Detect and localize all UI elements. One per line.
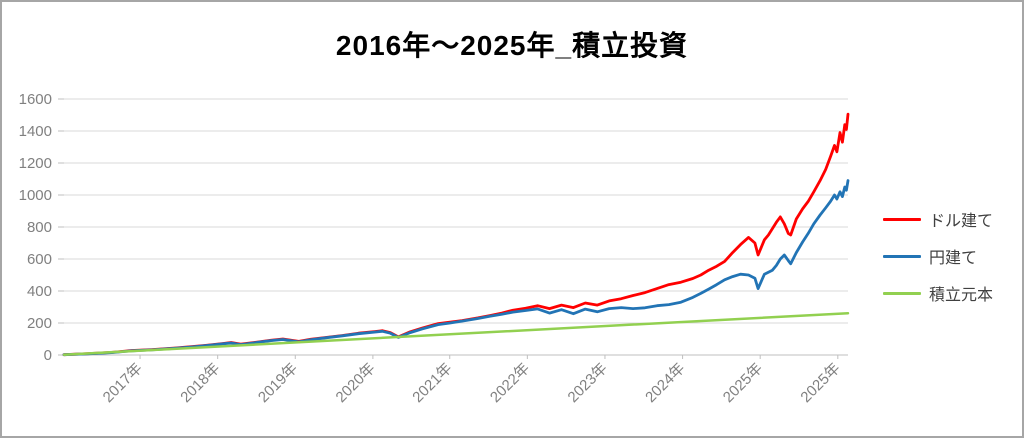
y-tick-label: 0	[44, 347, 52, 364]
legend-swatch-principal	[883, 291, 921, 295]
x-tick-label: 2017年	[100, 360, 146, 406]
x-tick-label: 2025年	[720, 360, 766, 406]
legend-swatch-yen	[883, 254, 921, 258]
y-tick-label: 200	[27, 315, 52, 332]
y-tick-label: 1600	[19, 91, 52, 108]
x-tick-label: 2020年	[332, 360, 378, 406]
x-tick-label: 2025年	[797, 360, 843, 406]
y-tick-label: 800	[27, 219, 52, 236]
y-tick-label: 1400	[19, 123, 52, 140]
y-tick-label: 1200	[19, 155, 52, 172]
x-tick-label: 2018年	[177, 360, 223, 406]
x-tick-label: 2023年	[565, 360, 611, 406]
x-tick-label: 2022年	[487, 360, 533, 406]
x-tick-label: 2024年	[642, 360, 688, 406]
chart-title: 2016年～2025年_積立投資	[335, 30, 689, 61]
series-line-yen	[62, 179, 850, 357]
x-tick-label: 2021年	[409, 360, 455, 406]
y-tick-label: 1000	[19, 187, 52, 204]
legend: ドル建て 円建て 積立元本	[883, 209, 994, 304]
legend-label-yen: 円建て	[929, 250, 978, 267]
legend-item-principal: 積立元本	[883, 283, 994, 304]
x-tick-label: 2019年	[255, 360, 301, 406]
legend-swatch-dollar	[883, 217, 921, 221]
legend-label-dollar: ドル建て	[929, 213, 994, 230]
y-tick-label: 600	[27, 251, 52, 268]
y-tick-label: 400	[27, 283, 52, 300]
legend-label-principal: 積立元本	[929, 287, 994, 304]
series-line-principal	[62, 311, 850, 356]
legend-item-yen: 円建て	[883, 246, 993, 267]
legend-item-dollar: ドル建て	[883, 209, 994, 230]
